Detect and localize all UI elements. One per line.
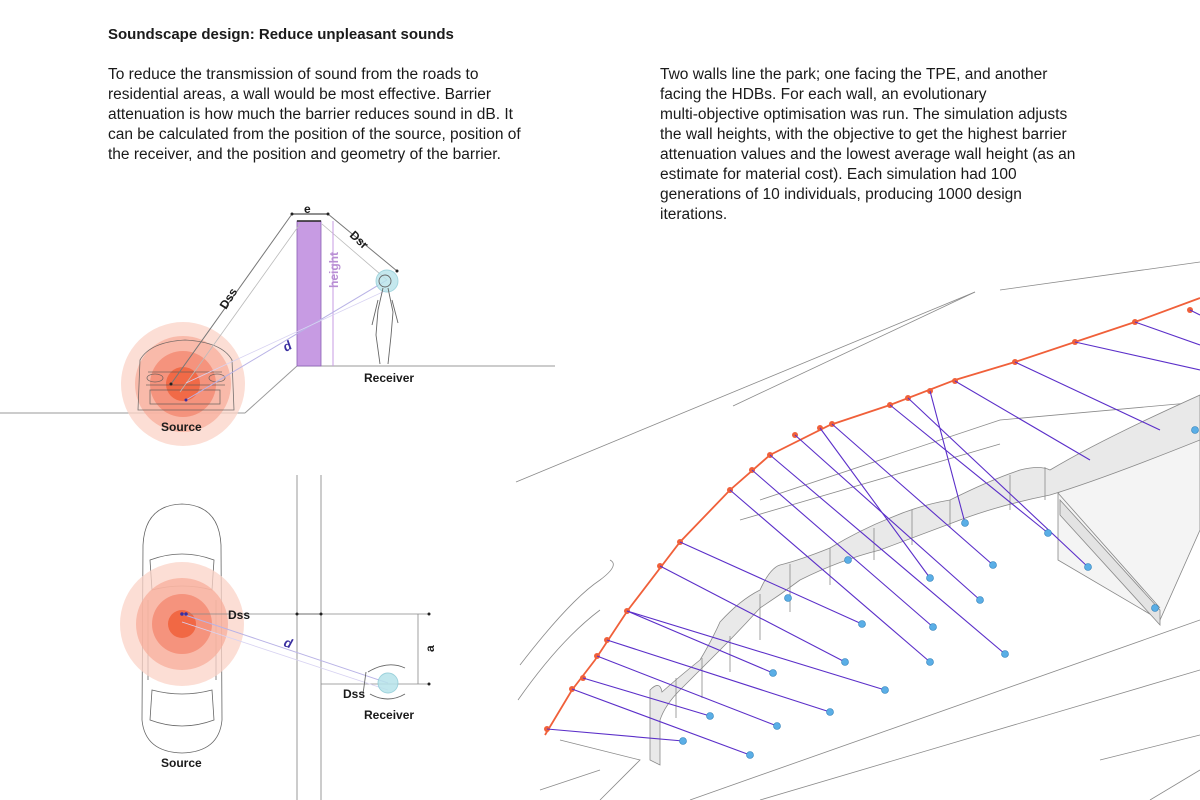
axonometric-site <box>515 261 1200 800</box>
plan-source-rings <box>120 562 244 686</box>
label-height: height <box>327 252 341 288</box>
attenuation-rays <box>546 309 1200 756</box>
barrier-wall <box>296 220 322 367</box>
intro-paragraph: To reduce the transmission of sound from… <box>108 66 521 163</box>
plan-label-receiver: Receiver <box>364 708 414 722</box>
plan-receiver-icon <box>362 664 406 700</box>
label-dss: Dss <box>217 285 241 311</box>
plan-label-d: d <box>282 635 295 652</box>
source-sound-rings <box>121 322 245 446</box>
receiver-points <box>679 426 1199 759</box>
plan-label-a: a <box>423 645 437 652</box>
context-lines <box>515 261 1200 800</box>
plan-label-dss: Dss <box>228 608 250 622</box>
plan-label-source: Source <box>161 756 202 770</box>
plan-diagram: Dss d a Dss Receiver Source <box>120 475 437 800</box>
label-source: Source <box>161 420 202 434</box>
label-e: e <box>304 202 311 216</box>
method-paragraph: Two walls line the park; one facing the … <box>660 66 1076 223</box>
label-d: d <box>280 337 295 354</box>
label-receiver: Receiver <box>364 371 414 385</box>
plan-label-dss2: Dss <box>343 687 365 701</box>
page-title: Soundscape design: Reduce unpleasant sou… <box>108 26 454 43</box>
receiver-person-icon <box>371 269 399 365</box>
side-section-diagram: e Dss Dsr height d Receiver Source <box>0 202 555 446</box>
